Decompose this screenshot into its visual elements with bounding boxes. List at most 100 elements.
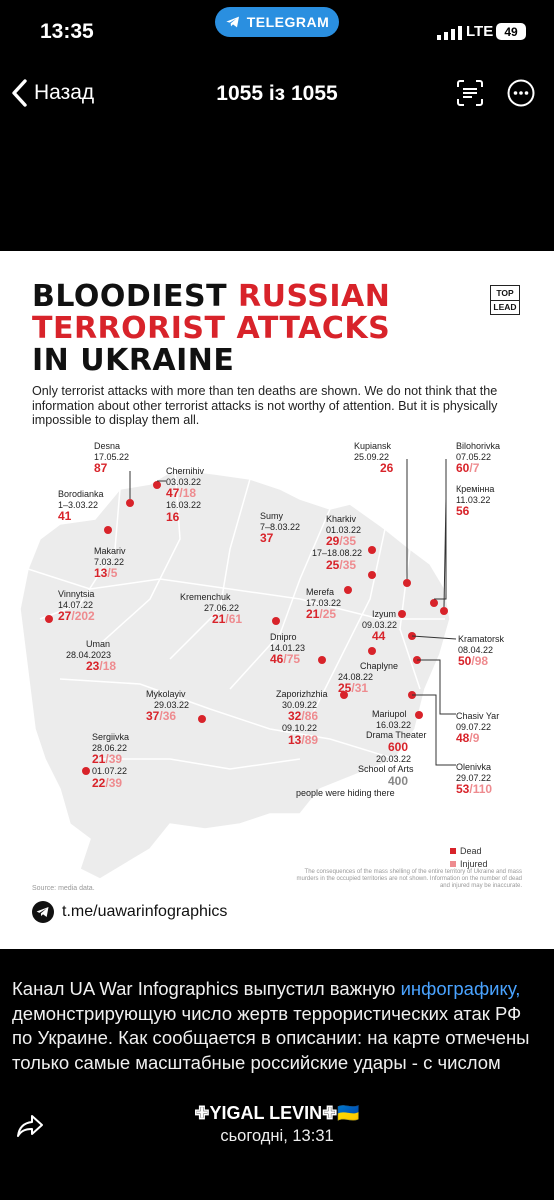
- place-name: Vinnytsia: [58, 589, 95, 599]
- bottom-fade: [0, 1075, 554, 1200]
- place-date: 17.05.22: [94, 451, 130, 462]
- chevron-left-icon: [12, 79, 27, 107]
- place-date: 03.03.22: [166, 476, 202, 487]
- map-dot-kupiansk: [403, 579, 411, 587]
- dead-count: 53: [456, 782, 470, 796]
- place-desna: Desna 17.05.22 87: [94, 441, 129, 475]
- dead-count: 37: [146, 709, 160, 723]
- place-name: Mariupol: [372, 709, 407, 719]
- place-name: Kremenchuk: [180, 592, 231, 602]
- place-date: 14.01.23: [270, 642, 306, 653]
- infographic-image[interactable]: BLOODIEST RUSSIAN TERRORIST ATTACKS IN U…: [0, 251, 554, 949]
- injured-count: 31: [354, 681, 369, 695]
- ukraine-map: Desna 17.05.22 87 Chernihiv 03.03.22 47/…: [0, 429, 554, 889]
- dead-count: 48: [456, 731, 470, 745]
- place-kharkiv: Kharkiv 01.03.22 29/35 17–18.08.22 25/35: [312, 514, 363, 572]
- dead-count: 60: [456, 461, 470, 475]
- dead-count: 600: [388, 739, 409, 754]
- place-chasiv-yar: Chasiv Yar 09.07.22 48/9: [456, 711, 500, 745]
- map-shape: [19, 468, 451, 880]
- map-dot-mykolaiv: [198, 715, 206, 723]
- injured-count: 202: [74, 609, 95, 623]
- text-recognition-icon[interactable]: [455, 78, 485, 108]
- injured-count: 98: [474, 654, 489, 668]
- network-type: LTE: [466, 23, 494, 40]
- place-name: Merefa: [306, 587, 335, 597]
- place-date: 09.07.22: [456, 721, 492, 732]
- map-dot-kharkiv-1: [368, 546, 376, 554]
- dead-count: 23: [86, 659, 100, 673]
- dead-count: 27: [58, 609, 72, 623]
- hiding-note: people were hiding there: [296, 787, 395, 798]
- telegram-icon: [226, 16, 239, 28]
- injured-count: 61: [228, 612, 243, 626]
- place-date: 25.09.22: [354, 451, 390, 462]
- place-date: 11.03.22: [456, 494, 491, 505]
- more-options-icon[interactable]: [506, 78, 536, 108]
- place-kramatorsk: Kramatorsk 08.04.22 50/98: [458, 634, 505, 668]
- dead-count: 25: [326, 557, 340, 572]
- map-dot-izyum: [398, 610, 406, 618]
- place-date: 7.03.22: [94, 556, 125, 567]
- infographic-title: BLOODIEST RUSSIAN TERRORIST ATTACKS IN U…: [32, 281, 390, 377]
- legend-dead-label: Dead: [460, 846, 482, 856]
- place-kremenchuk: Kremenchuk 27.06.22 21/61: [180, 592, 243, 626]
- injured-count: 18: [102, 659, 117, 673]
- place-date: 14.07.22: [58, 599, 94, 610]
- dead-count: 21: [92, 752, 106, 766]
- post-author[interactable]: ✙YIGAL LEVIN✙🇺🇦: [194, 1103, 360, 1123]
- signal-icon: [437, 26, 462, 40]
- place-kupiansk: Kupiansk 25.09.22 26: [354, 441, 393, 475]
- dead-count: 41: [58, 509, 72, 523]
- place-name: Izyum: [372, 609, 397, 619]
- dead-count: 37: [260, 531, 274, 545]
- injured-count: 5: [110, 566, 118, 580]
- title-part: BLOODIEST: [32, 279, 238, 314]
- legend-dead-swatch: [450, 848, 456, 854]
- place-sumy: Sumy 7–8.03.22 37: [260, 511, 300, 545]
- place-date: 16.03.22: [376, 719, 412, 730]
- place-chernihiv: Chernihiv 03.03.22 47/18 16.03.22 16: [166, 466, 205, 524]
- place-name: Chasiv Yar: [456, 711, 500, 721]
- place-date: 28.06.22: [92, 742, 128, 753]
- place-site: School of Arts: [358, 764, 414, 774]
- place-sergiivka: Sergiivka 28.06.22 21/39 01.07.22 22/39: [92, 732, 130, 790]
- injured-count: 110: [472, 782, 493, 796]
- place-chaplyne: Chaplyne 24.08.22 25/31: [338, 661, 399, 695]
- disclaimer-note: The consequences of the mass shelling of…: [296, 869, 522, 889]
- injured-count: 25: [322, 607, 337, 621]
- caption-link[interactable]: инфографику,: [400, 978, 521, 999]
- injured-count: 18: [182, 486, 197, 500]
- place-borodianka: Borodianka 1–3.03.22 41: [58, 489, 104, 523]
- share-icon[interactable]: [14, 1110, 46, 1142]
- post-date: сьогодні, 13:31: [220, 1127, 334, 1145]
- place-date: 01.07.22: [92, 766, 128, 776]
- back-label: Назад: [34, 81, 95, 104]
- place-date: 28.04.2023: [66, 649, 112, 660]
- title-part: IN UKRAINE: [32, 343, 235, 378]
- telegram-channel-link: t.me/uawarinfographics: [32, 901, 227, 923]
- injured-count: 75: [286, 652, 301, 666]
- legend-injured-label: Injured: [460, 859, 488, 869]
- injured-count: 36: [162, 709, 177, 723]
- place-date: 17–18.08.22: [312, 548, 363, 558]
- back-button[interactable]: Назад: [10, 78, 94, 108]
- injured-count: 9: [472, 731, 480, 745]
- telegram-logo-icon: [32, 901, 54, 923]
- place-mariupol: Mariupol 16.03.22 Drama Theater 600 20.0…: [296, 709, 426, 798]
- place-name: Olenivka: [456, 762, 492, 772]
- place-vinnytsia: Vinnytsia 14.07.22 27/202: [58, 589, 95, 623]
- return-to-app-pill[interactable]: TELEGRAM: [215, 7, 339, 37]
- place-name: Kupiansk: [354, 441, 392, 451]
- dead-count: 26: [380, 461, 394, 475]
- place-bilohorivka: Bilohorivka 07.05.22 60/7: [456, 441, 501, 475]
- place-date: 17.03.22: [306, 597, 342, 608]
- place-date: 30.09.22: [282, 699, 318, 710]
- dead-count: 21: [306, 607, 320, 621]
- map-dot-kremenchuk: [272, 617, 280, 625]
- dead-count: 46: [270, 652, 284, 666]
- place-makariv: Makariv 7.03.22 13/5: [94, 546, 126, 580]
- map-dot-desna: [126, 499, 134, 507]
- place-date: 29.03.22: [154, 699, 190, 710]
- dead-count: 47: [166, 486, 180, 500]
